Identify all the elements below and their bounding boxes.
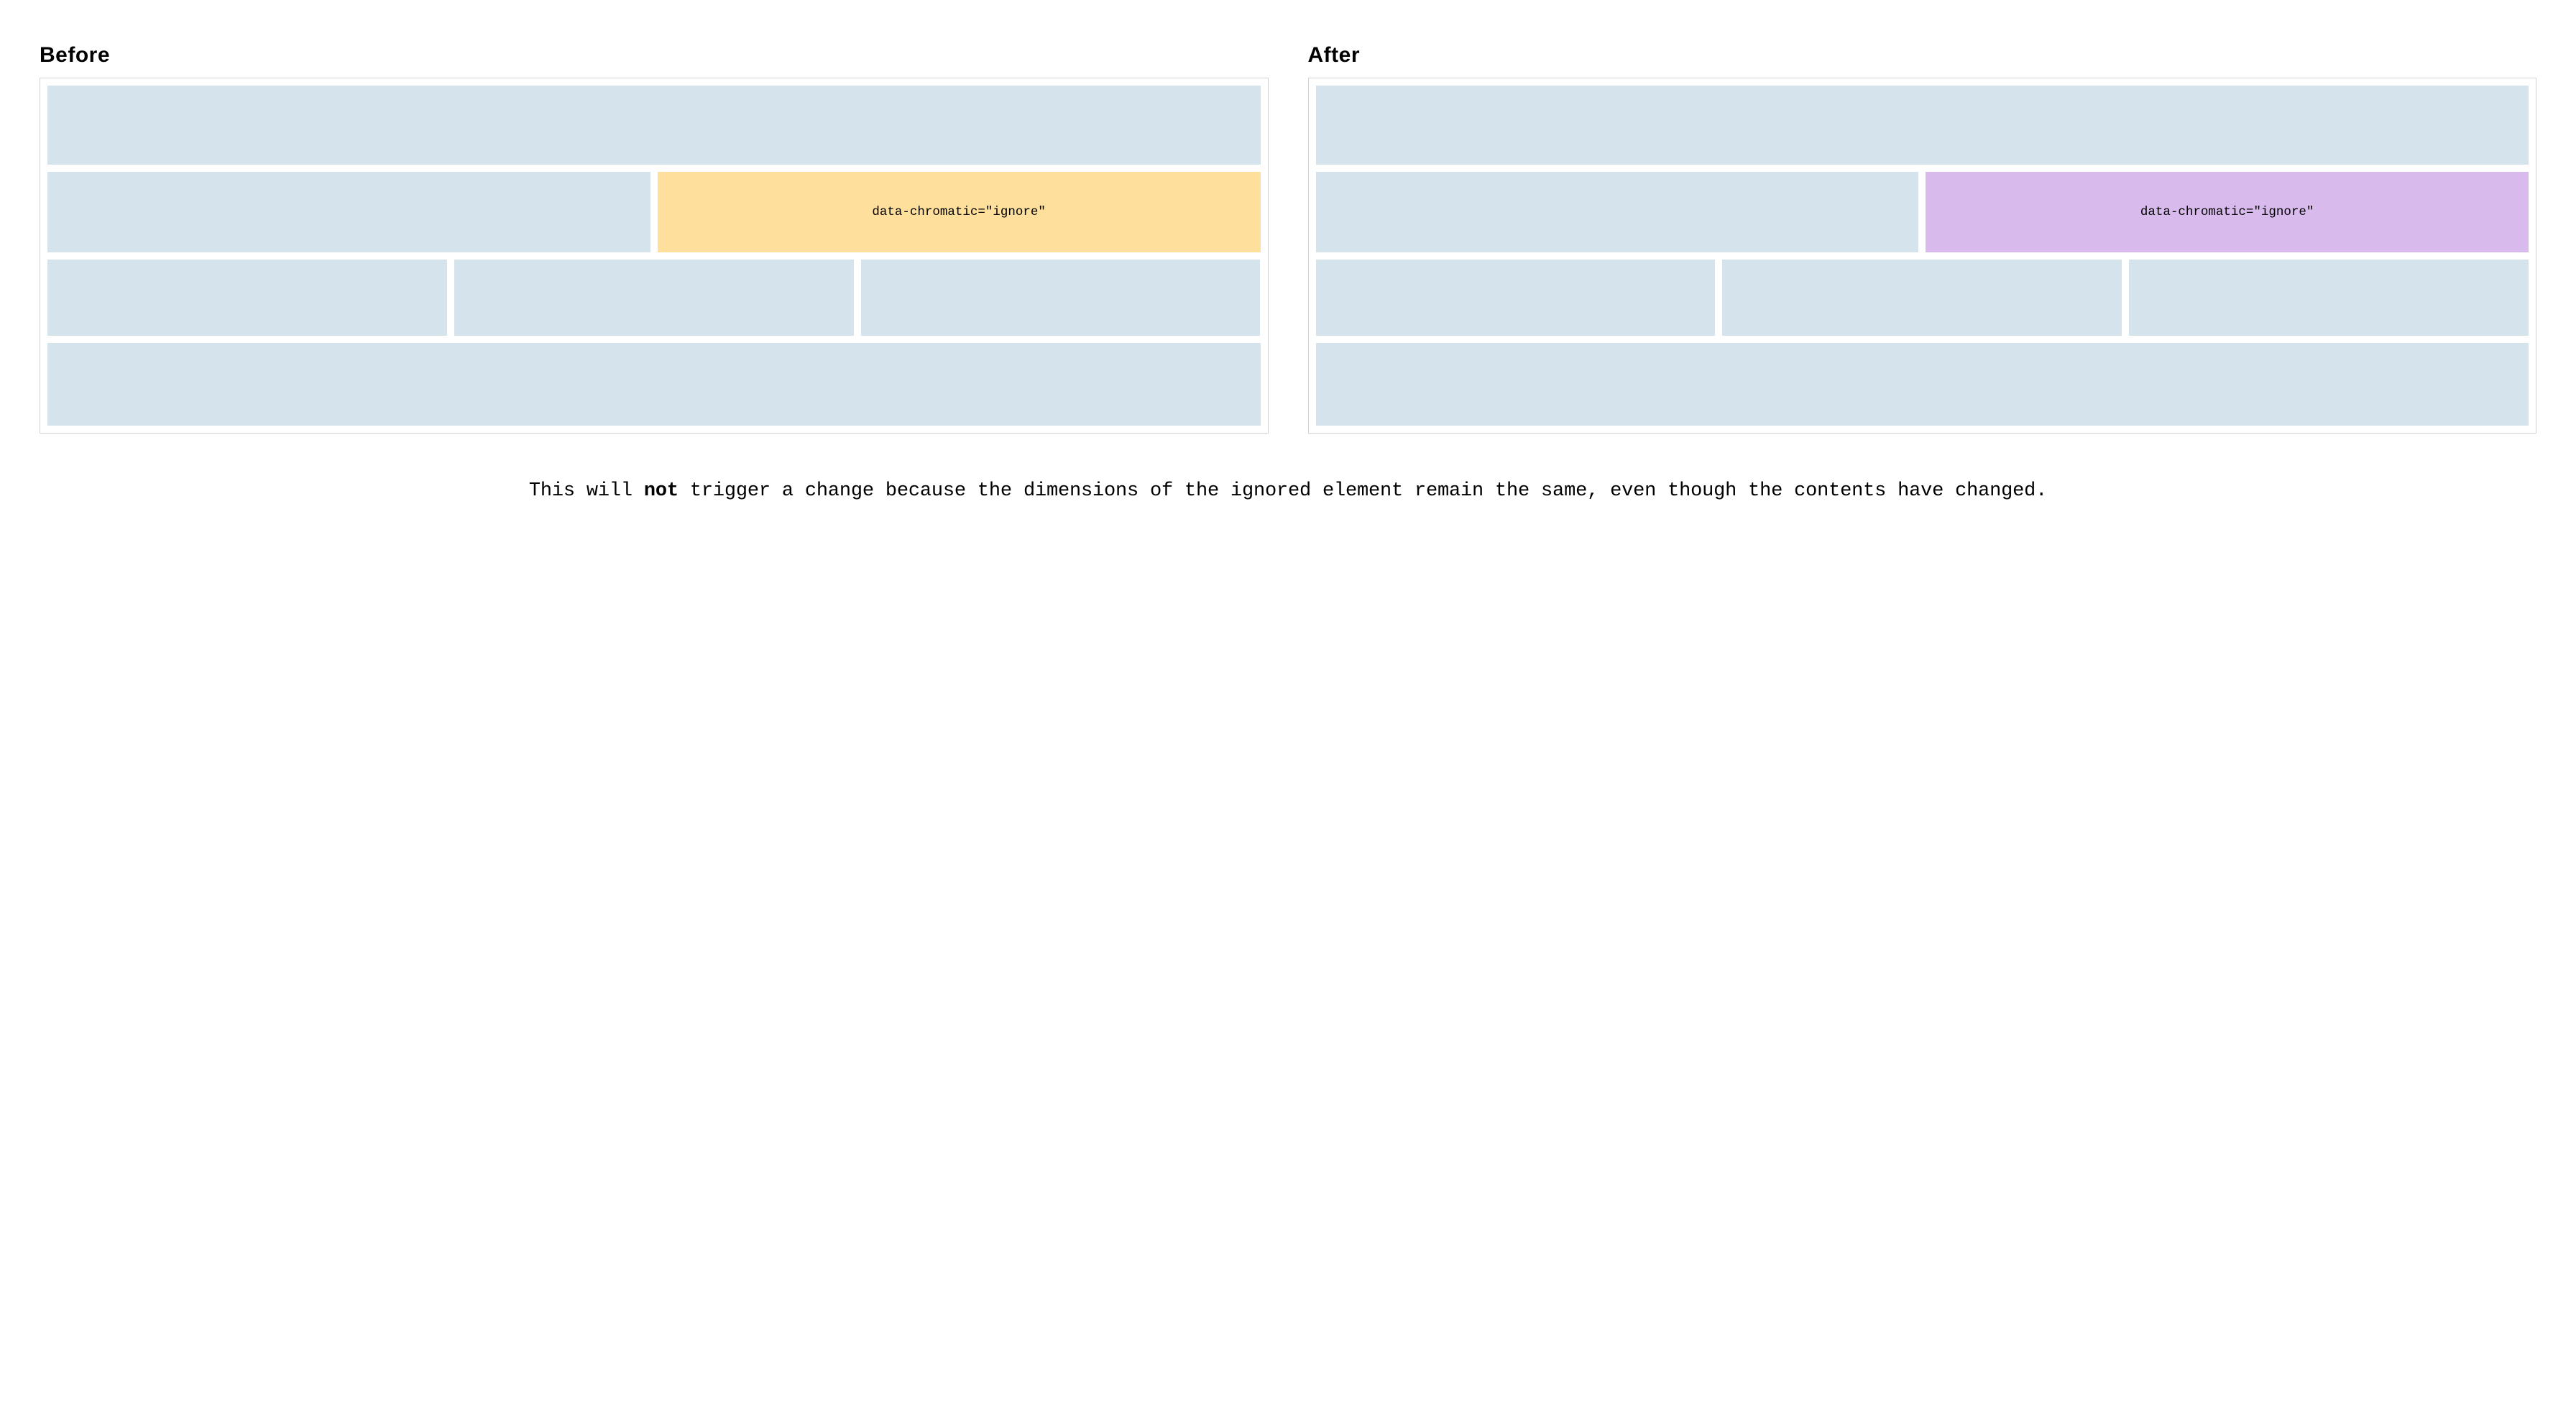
- before-panel: Before data-chromatic="ignore": [40, 43, 1269, 434]
- wireframe-block: [1316, 343, 2529, 426]
- wireframe-block: [1316, 172, 1919, 252]
- caption-post: trigger a change because the dimensions …: [678, 480, 2047, 502]
- wireframe-block: [47, 343, 1261, 426]
- comparison-panels: Before data-chromatic="ignore" After: [40, 43, 2536, 434]
- wireframe-row: [1316, 86, 2529, 165]
- wireframe-block: [2129, 260, 2529, 336]
- before-title: Before: [40, 43, 1269, 68]
- after-panel: After data-chromatic="ignore": [1308, 43, 2537, 434]
- wireframe-row: [1316, 343, 2529, 426]
- after-wireframe: data-chromatic="ignore": [1308, 78, 2537, 434]
- caption-pre: This will: [529, 480, 644, 502]
- wireframe-block: [47, 172, 650, 252]
- before-highlight-block: data-chromatic="ignore": [658, 172, 1261, 252]
- wireframe-row: data-chromatic="ignore": [1316, 172, 2529, 252]
- after-title: After: [1308, 43, 2537, 68]
- wireframe-row: [1316, 260, 2529, 336]
- wireframe-row: [47, 343, 1261, 426]
- wireframe-block: [861, 260, 1261, 336]
- wireframe-block: [1316, 260, 1716, 336]
- wireframe-row: [47, 86, 1261, 165]
- after-highlight-block: data-chromatic="ignore": [1926, 172, 2529, 252]
- wireframe-block: [1316, 86, 2529, 165]
- after-highlight-label: data-chromatic="ignore": [2140, 205, 2314, 219]
- wireframe-block: [47, 260, 447, 336]
- wireframe-block: [1722, 260, 2122, 336]
- wireframe-row: [47, 260, 1261, 336]
- before-wireframe: data-chromatic="ignore": [40, 78, 1269, 434]
- wireframe-row: data-chromatic="ignore": [47, 172, 1261, 252]
- wireframe-block: [454, 260, 854, 336]
- before-highlight-label: data-chromatic="ignore": [872, 205, 1046, 219]
- caption-bold: not: [644, 480, 678, 502]
- caption-text: This will not trigger a change because t…: [40, 477, 2536, 507]
- wireframe-block: [47, 86, 1261, 165]
